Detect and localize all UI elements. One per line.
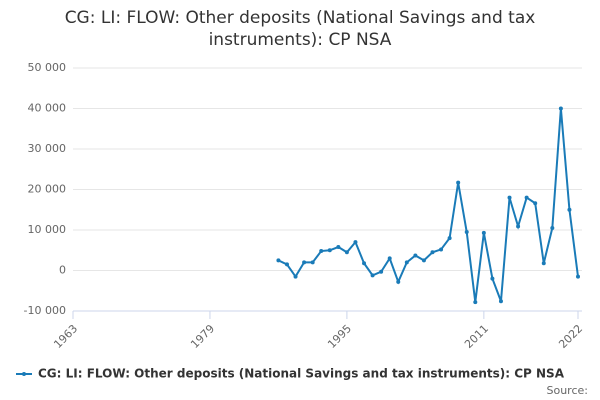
source: Source: <box>547 384 589 397</box>
data-point <box>302 260 307 265</box>
data-point <box>387 256 392 261</box>
data-point <box>516 224 521 229</box>
data-point <box>456 180 461 185</box>
data-point <box>533 201 538 206</box>
y-tick-label: 40 000 <box>28 102 67 115</box>
data-point <box>498 299 503 304</box>
data-point <box>576 274 580 279</box>
data-point <box>396 279 401 284</box>
data-point <box>319 249 324 254</box>
data-point <box>550 225 555 230</box>
x-tick-label: 2022 <box>556 322 585 351</box>
data-point <box>362 261 367 266</box>
data-point <box>421 258 426 263</box>
data-point <box>276 258 281 263</box>
x-tick-label: 1963 <box>51 322 80 351</box>
data-point <box>507 195 512 200</box>
y-tick-label: 10 000 <box>28 223 67 236</box>
y-tick-label: 20 000 <box>28 183 67 196</box>
data-point <box>481 230 486 235</box>
data-point <box>430 250 435 255</box>
data-point <box>413 253 418 258</box>
x-tick-label: 1995 <box>325 322 354 351</box>
data-point <box>541 261 546 266</box>
data-point <box>284 262 289 267</box>
data-line <box>277 108 579 303</box>
data-point <box>353 240 358 245</box>
data-point <box>344 250 349 255</box>
data-point <box>567 207 572 212</box>
y-tick-label: -10 000 <box>24 304 66 317</box>
chart-title: instruments): CP NSA <box>209 30 392 50</box>
y-tick-label: 50 000 <box>28 61 67 74</box>
data-point <box>310 260 315 265</box>
data-point <box>336 245 341 250</box>
data-point <box>473 300 478 305</box>
chart-title: CG: LI: FLOW: Other deposits (National S… <box>65 8 536 28</box>
data-point <box>327 248 332 253</box>
legend-label: CG: LI: FLOW: Other deposits (National S… <box>38 367 565 381</box>
y-tick-label: 30 000 <box>28 142 67 155</box>
data-point <box>404 260 409 265</box>
data-point <box>370 273 375 278</box>
data-point <box>293 274 298 279</box>
x-tick-label: 1979 <box>188 322 217 351</box>
data-point <box>447 236 452 241</box>
data-point <box>464 230 469 235</box>
x-tick-label: 2011 <box>462 322 491 351</box>
data-point <box>379 269 384 274</box>
data-point <box>439 247 444 252</box>
data-point <box>490 276 495 281</box>
data-point <box>524 195 529 200</box>
y-tick-label: 0 <box>59 264 66 277</box>
legend-symbol <box>22 372 26 376</box>
data-point <box>558 106 563 111</box>
